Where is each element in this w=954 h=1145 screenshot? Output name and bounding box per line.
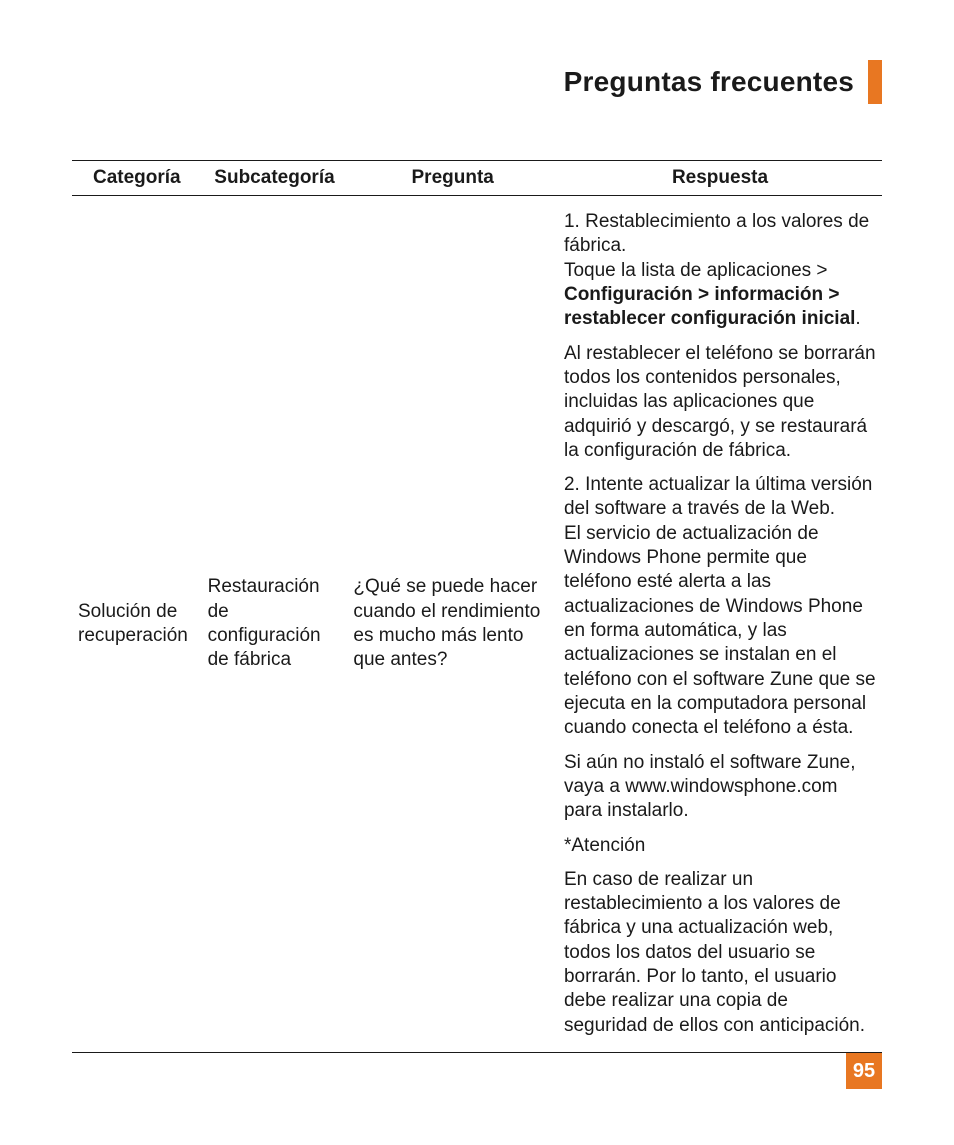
answer-p6: En caso de realizar un restablecimiento … bbox=[564, 868, 876, 1038]
col-header-respuesta: Respuesta bbox=[558, 161, 882, 196]
table-row: Solución de recuperación Restauración de… bbox=[72, 196, 882, 1053]
page-header: Preguntas frecuentes bbox=[72, 60, 882, 104]
col-header-categoria: Categoría bbox=[72, 161, 202, 196]
col-header-subcategoria: Subcategoría bbox=[202, 161, 348, 196]
cell-categoria: Solución de recuperación bbox=[72, 196, 202, 1053]
answer-p1-line2: Toque la lista de aplicaciones > bbox=[564, 260, 828, 281]
page-number-badge: 95 bbox=[846, 1053, 882, 1089]
cell-pregunta: ¿Qué se puede hacer cuando el rendimient… bbox=[347, 196, 558, 1053]
answer-p1-tail: . bbox=[855, 308, 860, 329]
faq-table-head: Categoría Subcategoría Pregunta Respuest… bbox=[72, 161, 882, 196]
header-accent-bar bbox=[868, 60, 882, 104]
answer-p3: 2. Intente actualizar la última versión … bbox=[564, 473, 876, 740]
page-number-value: 95 bbox=[853, 1060, 875, 1083]
answer-p1-line1: 1. Restablecimiento a los valores de fáb… bbox=[564, 211, 869, 256]
page-title: Preguntas frecuentes bbox=[564, 66, 854, 98]
answer-p5: *Atención bbox=[564, 834, 876, 858]
answer-p4: Si aún no instaló el software Zune, vaya… bbox=[564, 751, 876, 824]
col-header-pregunta: Pregunta bbox=[347, 161, 558, 196]
page-root: Preguntas frecuentes Categoría Subcatego… bbox=[0, 0, 954, 1145]
faq-table: Categoría Subcategoría Pregunta Respuest… bbox=[72, 160, 882, 1053]
answer-p2: Al restablecer el teléfono se borrarán t… bbox=[564, 342, 876, 464]
answer-p1: 1. Restablecimiento a los valores de fáb… bbox=[564, 210, 876, 332]
answer-p1-bold: Configuración > información > restablece… bbox=[564, 284, 855, 329]
cell-respuesta: 1. Restablecimiento a los valores de fáb… bbox=[558, 196, 882, 1053]
cell-subcategoria: Restauración de configuración de fábrica bbox=[202, 196, 348, 1053]
